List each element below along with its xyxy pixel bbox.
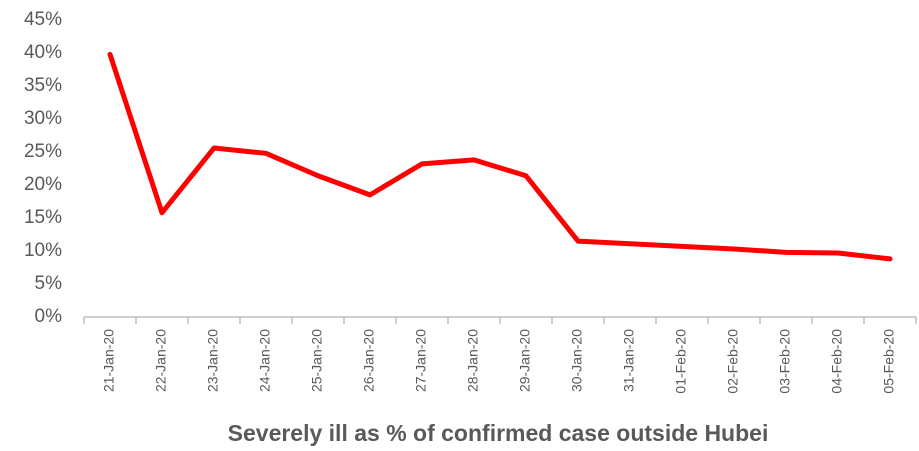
x-tick-label: 26-Jan-20: [361, 329, 377, 392]
x-tick-label: 31-Jan-20: [621, 329, 637, 392]
x-tick-label: 01-Feb-20: [673, 329, 689, 394]
x-tick-label: 02-Feb-20: [725, 329, 741, 394]
y-tick-label: 40%: [24, 42, 62, 63]
x-tick-label: 29-Jan-20: [517, 329, 533, 392]
y-tick-label: 30%: [24, 108, 62, 129]
y-tick-label: 5%: [35, 273, 63, 294]
y-tick-label: 25%: [24, 141, 62, 162]
x-tick-label: 25-Jan-20: [309, 329, 325, 392]
y-tick-label: 45%: [24, 9, 62, 30]
y-tick-label: 15%: [24, 207, 62, 228]
y-tick-label: 0%: [35, 306, 63, 327]
x-tick-label: 22-Jan-20: [153, 329, 169, 392]
x-tick-label: 04-Feb-20: [829, 329, 845, 394]
x-tick-label: 24-Jan-20: [257, 329, 273, 392]
data-line: [107, 51, 893, 262]
x-tick-label: 30-Jan-20: [569, 329, 585, 392]
x-tick-label: 23-Jan-20: [205, 329, 221, 392]
x-tick-label: 03-Feb-20: [777, 329, 793, 394]
chart-title: Severely ill as % of confirmed case outs…: [228, 420, 769, 446]
x-tick-label: 28-Jan-20: [465, 329, 481, 392]
x-tick-label: 27-Jan-20: [413, 329, 429, 392]
y-tick-label: 35%: [24, 75, 62, 96]
y-tick-label: 10%: [24, 240, 62, 261]
y-tick-label: 20%: [24, 174, 62, 195]
x-tick-label: 21-Jan-20: [101, 329, 117, 392]
x-tick-label: 05-Feb-20: [881, 329, 897, 394]
